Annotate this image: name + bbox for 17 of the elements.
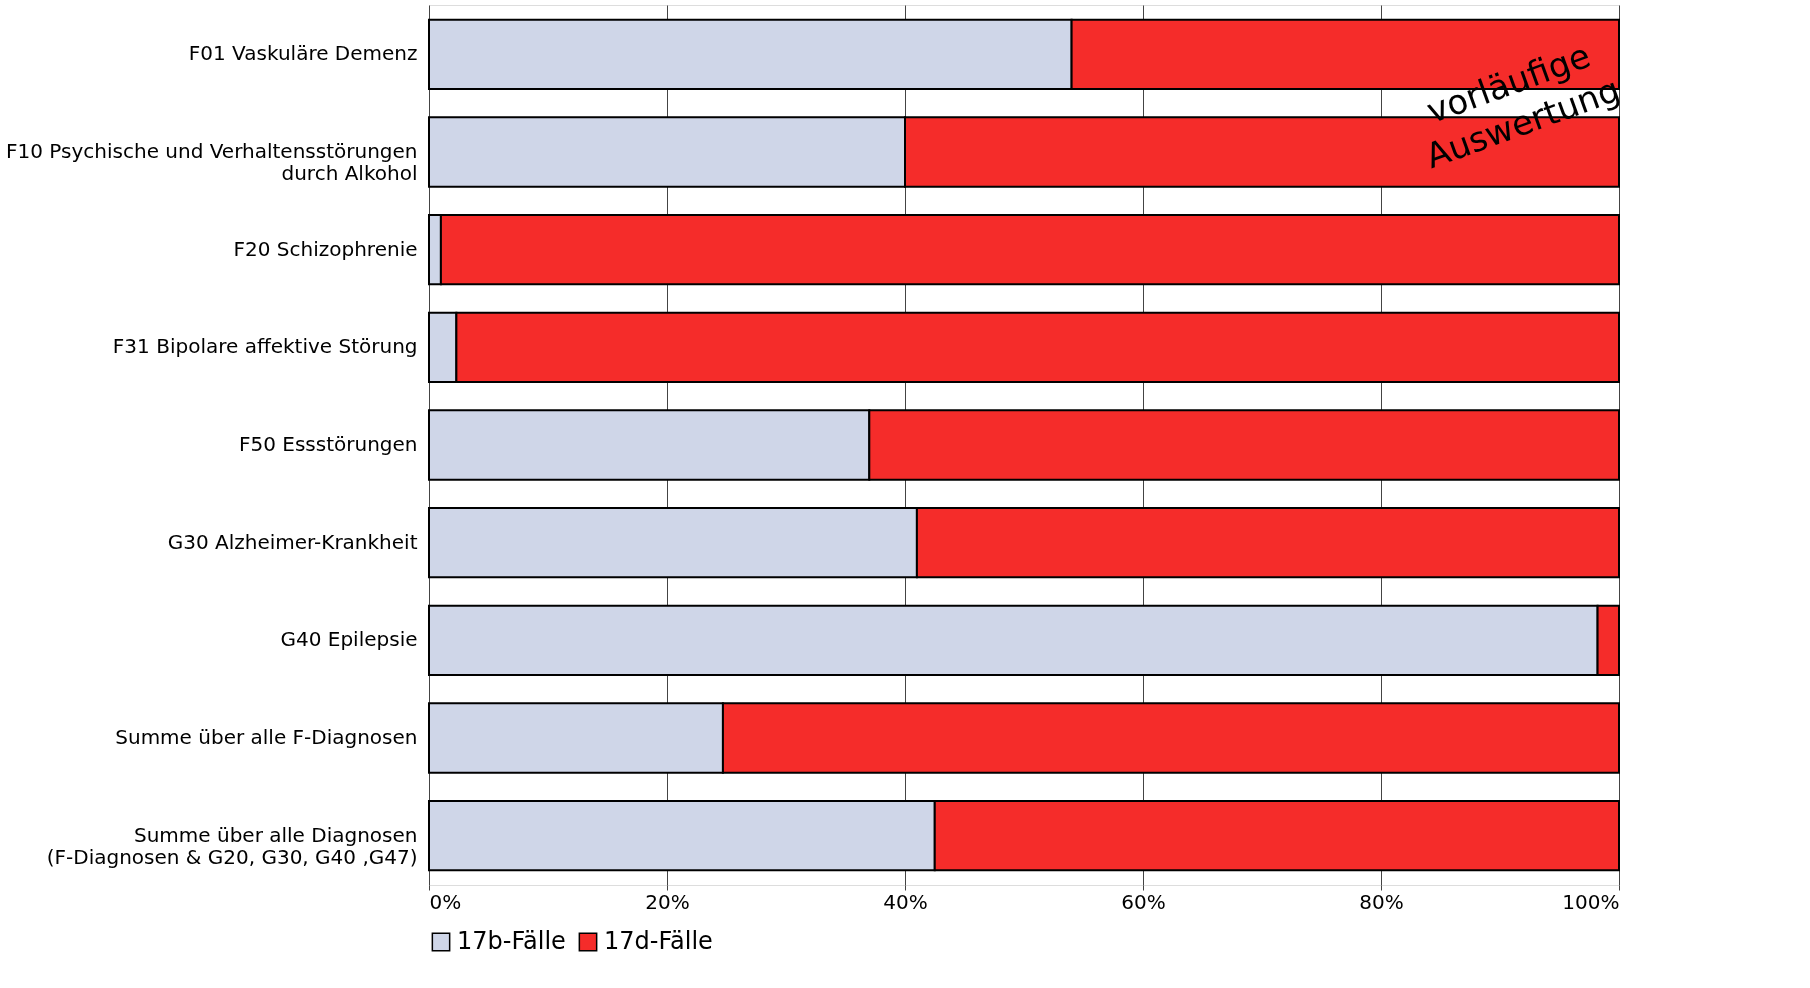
- y-tick-label: G40 Epilepsie: [280, 627, 418, 652]
- x-tick-label: 80%: [1359, 889, 1404, 914]
- y-tick-label: F50 Essstörungen: [238, 432, 418, 456]
- y-tick-label: F10 Psychische und Verhaltensstörungen durch Alkohol: [6, 138, 418, 185]
- y-tick-label: F31 Bipolare affektive Störung: [112, 334, 418, 359]
- y-tick-label: Summe über alle F-Diagnosen: [115, 725, 418, 750]
- y-tick-label: F01 Vaskuläre Demenz: [188, 41, 418, 66]
- y-tick-label: Summe über alle Diagnosen (F-Diagnosen & G20, G30, G40 ,G47): [46, 822, 418, 869]
- x-tick-label: 0%: [429, 889, 462, 914]
- y-tick-label: G30 Alzheimer-Krankheit: [167, 529, 418, 554]
- y-tick-label: F20 Schizophrenie: [233, 236, 418, 261]
- x-tick-label: 100%: [1562, 889, 1620, 914]
- x-tick-label: 20%: [645, 889, 690, 914]
- x-tick-label: 40%: [883, 889, 928, 914]
- legend-label: 17d-Fälle: [604, 927, 713, 955]
- x-tick-label: 60%: [1121, 889, 1166, 914]
- legend-label: 17b-Fälle: [457, 927, 566, 955]
